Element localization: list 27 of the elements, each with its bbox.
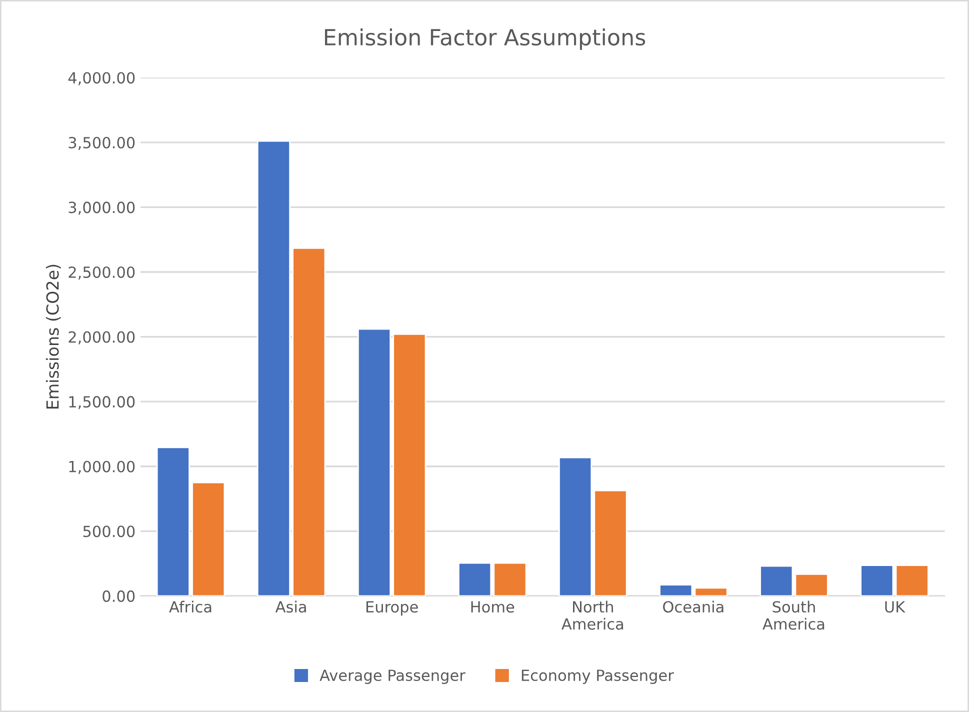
x-tick-label: UK (885, 601, 906, 613)
bar (694, 587, 728, 596)
bar (895, 564, 929, 596)
x-tick-label: Oceania (663, 600, 724, 613)
y-tick-label: 2,500.00 (68, 266, 135, 280)
x-tick-label: North America (562, 600, 624, 630)
y-tick-label: 3,000.00 (68, 202, 135, 215)
x-tick-label: Asia (275, 600, 306, 613)
bar (794, 573, 828, 596)
legend-label: Average Passenger (320, 670, 466, 684)
y-tick-label: 1,500.00 (69, 396, 135, 410)
x-tick-label: Home (471, 601, 514, 613)
x-tick-label: Africa (169, 600, 212, 613)
x-tick-label: South America (762, 600, 824, 630)
chart-title: Emission Factor Assumptions (325, 28, 646, 50)
x-tick-label: Europe (366, 601, 418, 616)
y-axis-title: Emissions (CO2e) (46, 264, 61, 409)
y-tick-label: 1,000.00 (69, 460, 135, 474)
bar (760, 565, 794, 596)
y-tick-label: 2,000.00 (68, 331, 135, 344)
legend-label: Economy Passenger (522, 670, 674, 684)
y-tick-label: 500.00 (83, 526, 135, 538)
bar (659, 584, 693, 596)
y-tick-label: 3,500.00 (68, 136, 135, 150)
y-tick-label: 4,000.00 (68, 72, 135, 86)
bar (860, 564, 894, 596)
y-tick-label: 0.00 (102, 590, 135, 602)
